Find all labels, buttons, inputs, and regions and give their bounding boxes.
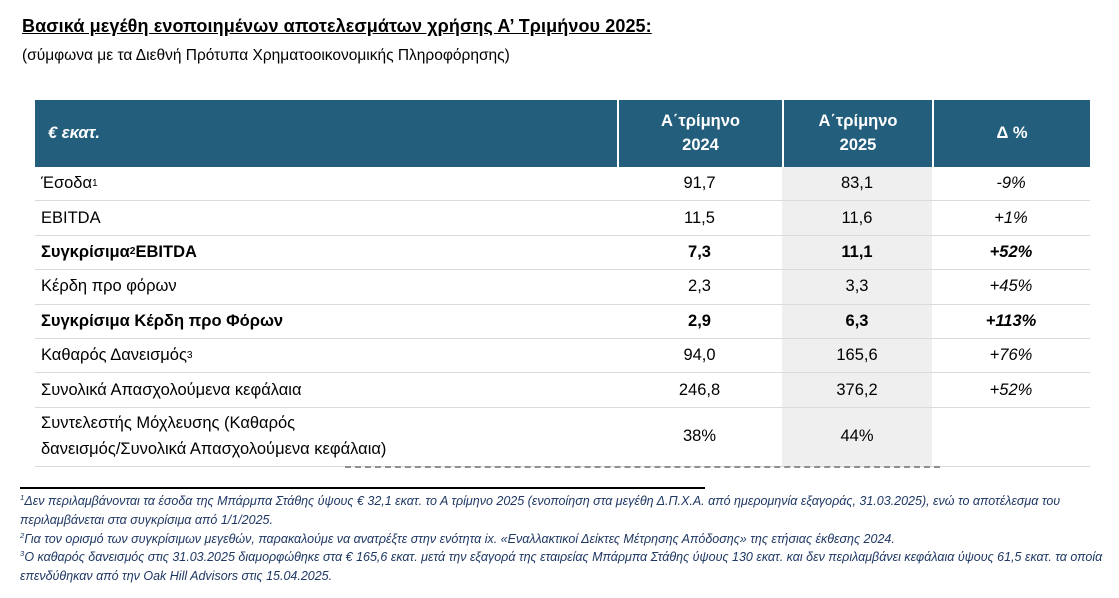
page-title: Βασικά μεγέθη ενοποιημένων αποτελεσμάτων… (22, 16, 652, 36)
metric-label-text: Συνολικά Απασχολούμενα κεφάλαια (41, 380, 302, 399)
column-header-q1-2024: Α΄τρίμηνο 2024 (617, 100, 782, 167)
footnote-text: Ο καθαρός δανεισμός στις 31.03.2025 διαμ… (20, 550, 1103, 583)
metric-label-line2: δανεισμός/Συνολικά Απασχολούμενα κεφάλαι… (41, 439, 387, 458)
cell-metric-label: Έσοδα 1 (41, 174, 98, 193)
table-row-net-debt: Καθαρός Δανεισμός 3 94,0 165,6 +76% (35, 338, 1090, 374)
cell-metric-label: Συνολικά Απασχολούμενα κεφάλαια (35, 373, 617, 406)
metric-label-text: Συντελεστής Μόχλευσης (Καθαρός δανεισμός… (41, 411, 386, 462)
column-header-q1-2024-line2: 2024 (682, 135, 719, 154)
cell-q1-2024: 91,7 (683, 174, 716, 193)
column-header-metric-label: € εκατ. (48, 123, 100, 142)
cell-delta: -9% (996, 174, 1026, 193)
table-row-leverage-ratio: Συντελεστής Μόχλευσης (Καθαρός δανεισμός… (35, 407, 1090, 467)
cell-metric-label: Κέρδη προ φόρων (35, 270, 617, 303)
footnote-separator (20, 487, 705, 489)
cell-metric-label: Καθαρός Δανεισμός 3 (41, 346, 193, 365)
metric-label-suffix: EBITDA (135, 242, 197, 261)
cell-delta: +52% (989, 380, 1033, 399)
footnote-text: Δεν περιλαμβάνονται τα έσοδα της Μπάρμπα… (20, 494, 1061, 527)
cell-q1-2025: 44% (782, 407, 932, 466)
cell-q1-2024: 2,9 (688, 311, 711, 330)
table-row-capital-employed: Συνολικά Απασχολούμενα κεφάλαια 246,8 37… (35, 373, 1090, 408)
metric-label-text: Συγκρίσιμα (41, 242, 130, 261)
footnotes: 1Δεν περιλαμβάνονται τα έσοδα της Μπάρμπ… (20, 492, 1105, 586)
cell-q1-2024: 38% (682, 427, 717, 446)
cell-q1-2025: 376,2 (782, 373, 932, 407)
footnote-text: Για τον ορισμό των συγκρίσιμων μεγεθών, … (24, 531, 895, 546)
column-header-q1-2025-line2: 2025 (839, 135, 877, 154)
cell-q1-2025: 11,1 (782, 235, 932, 270)
footnote-number: 2 (20, 530, 25, 540)
table-row-revenue: Έσοδα 1 91,7 83,1 -9% (35, 167, 1090, 202)
column-header-q1-2024-line1: Α΄τρίμηνο (661, 111, 740, 130)
footnote-number: 3 (20, 549, 25, 559)
metric-label-line1: Συντελεστής Μόχλευσης (Καθαρός (41, 414, 296, 433)
metric-label-text: Καθαρός Δανεισμός (41, 346, 187, 365)
table-row-comparable-ebitda: Συγκρίσιμα 2 EBITDA 7,3 11,1 +52% (35, 235, 1090, 271)
table-row-comparable-profit-before-tax: Συγκρίσιμα Κέρδη προ Φόρων 2,9 6,3 +113% (35, 304, 1090, 339)
cell-q1-2024: 246,8 (678, 380, 721, 399)
table-row-profit-before-tax: Κέρδη προ φόρων 2,3 3,3 +45% (35, 270, 1090, 305)
cell-delta: +76% (989, 346, 1033, 365)
column-header-metric: € εκατ. (35, 100, 617, 167)
cell-metric-label: EBITDA (35, 201, 617, 234)
page-subtitle: (σύμφωνα με τα Διεθνή Πρότυπα Χρηματοοικ… (22, 47, 510, 64)
cell-q1-2024: 94,0 (683, 346, 716, 365)
cell-q1-2025: 11,6 (782, 201, 932, 235)
metric-label-text: Κέρδη προ φόρων (41, 277, 177, 296)
cell-q1-2024: 2,3 (688, 277, 711, 296)
cell-delta: +113% (985, 311, 1037, 330)
column-header-q1-2025-line1: Α΄τρίμηνο (818, 111, 898, 130)
cell-delta (932, 408, 1090, 466)
cell-delta: +45% (989, 277, 1033, 296)
table-row-ebitda: EBITDA 11,5 11,6 +1% (35, 201, 1090, 236)
financial-results-table: € εκατ. Α΄τρίμηνο 2024 Α΄τρίμηνο 2025 Δ … (35, 100, 1090, 467)
cell-q1-2024: 7,3 (688, 242, 711, 261)
cell-q1-2025: 6,3 (782, 304, 932, 338)
cell-q1-2025: 165,6 (782, 338, 932, 373)
metric-label-text: Έσοδα (41, 174, 93, 193)
cell-q1-2024: 11,5 (684, 208, 715, 227)
footnote-2: 2Για τον ορισμό των συγκρίσιμων μεγεθών,… (20, 530, 1105, 549)
cell-metric-label: Συντελεστής Μόχλευσης (Καθαρός δανεισμός… (35, 408, 617, 466)
column-header-q1-2025: Α΄τρίμηνο 2025 (782, 100, 932, 167)
metric-label-text: Συγκρίσιμα Κέρδη προ Φόρων (41, 311, 284, 330)
cell-metric-label: Συγκρίσιμα 2 EBITDA (41, 242, 197, 261)
metric-label-text: EBITDA (41, 208, 101, 227)
footnote-1: 1Δεν περιλαμβάνονται τα έσοδα της Μπάρμπ… (20, 492, 1105, 530)
cell-q1-2025: 83,1 (782, 167, 932, 201)
table-header-row: € εκατ. Α΄τρίμηνο 2024 Α΄τρίμηνο 2025 Δ … (35, 100, 1090, 167)
cell-metric-label: Συγκρίσιμα Κέρδη προ Φόρων (35, 305, 617, 338)
footnote-3: 3Ο καθαρός δανεισμός στις 31.03.2025 δια… (20, 548, 1105, 586)
footnote-number: 1 (20, 492, 25, 502)
cell-delta: +52% (989, 242, 1033, 261)
column-header-delta-label: Δ % (996, 123, 1028, 142)
dashed-divider (345, 466, 940, 468)
column-header-delta: Δ % (932, 100, 1090, 167)
cell-delta: +1% (994, 208, 1028, 227)
cell-q1-2025: 3,3 (782, 270, 932, 304)
